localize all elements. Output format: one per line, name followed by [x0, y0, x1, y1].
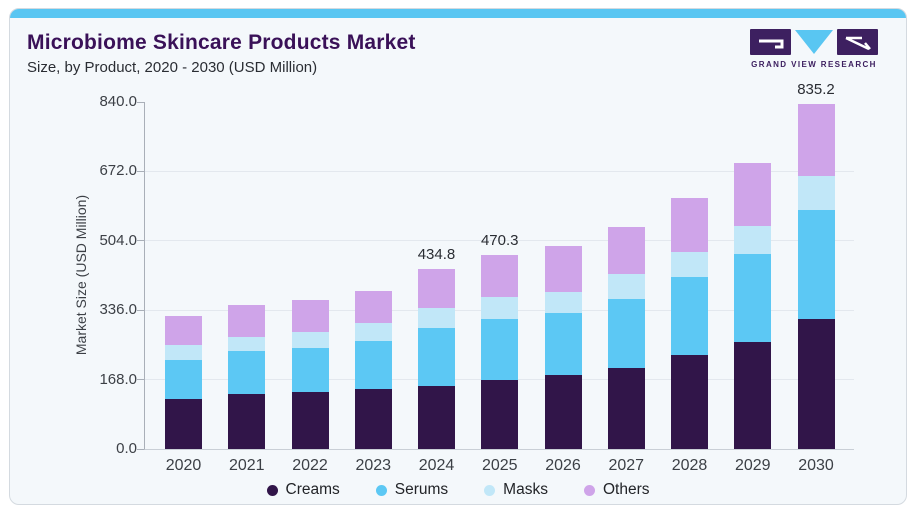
bar-segment-others-2028 [671, 198, 708, 253]
x-tick-label-2020: 2020 [165, 457, 202, 474]
legend-swatch-creams [266, 484, 278, 496]
bar-value-label-2030: 835.2 [797, 80, 835, 98]
gvr-logo: GRAND VIEW RESEARCH [748, 29, 880, 69]
x-tick-label-2021: 2021 [228, 457, 265, 474]
y-tick-label: 336.0 [99, 301, 137, 319]
y-tick-mark [137, 240, 144, 242]
legend-label-masks: Masks [503, 481, 548, 498]
bar-segment-others-2030 [797, 104, 835, 176]
bar-segment-others-2021 [228, 305, 266, 338]
gridline-672.0 [145, 170, 854, 172]
bar-segment-masks-2029 [734, 225, 772, 255]
logo-marks [748, 29, 880, 55]
bar-segment-masks-2021 [228, 337, 266, 352]
legend-item-masks: Masks [484, 481, 548, 499]
bar-segment-serums-2021 [228, 351, 266, 395]
bar-segment-creams-2028 [671, 354, 708, 449]
bar-segment-serums-2022 [291, 347, 329, 392]
bar-segment-masks-2027 [607, 273, 645, 299]
y-tick-label: 840.0 [99, 93, 137, 110]
bar-segment-serums-2020 [165, 360, 202, 400]
legend-label-serums: Serums [394, 481, 449, 498]
bar-segment-serums-2027 [607, 298, 645, 368]
bar-segment-others-2025 [481, 254, 519, 298]
bar-segment-masks-2022 [291, 332, 329, 348]
x-tick-label-2025: 2025 [481, 457, 518, 474]
y-tick-mark [137, 379, 144, 381]
y-tick-mark [137, 309, 144, 311]
y-axis-title: Market Size (USD Million) [73, 194, 89, 356]
page-subtitle: Size, by Product, 2020 - 2030 (USD Milli… [27, 59, 318, 76]
x-tick-label-2029: 2029 [734, 457, 771, 474]
header: Microbiome Skincare Products Market Size… [27, 31, 416, 76]
x-tick-label-2026: 2026 [545, 457, 581, 474]
legend-label-others: Others [602, 481, 650, 498]
bar-segment-masks-2028 [671, 252, 708, 277]
report-card: Microbiome Skincare Products Market Size… [9, 8, 907, 505]
bar-segment-serums-2024 [418, 327, 455, 386]
y-tick-mark [137, 170, 144, 172]
bar-segment-creams-2026 [544, 375, 582, 449]
x-tick-label-2030: 2030 [798, 457, 834, 474]
stacked-bar-chart: Market Size (USD Million) 0.0 168.0 336.0 5… [10, 9, 906, 504]
x-tick-label-2022: 2022 [292, 457, 328, 474]
bar-segment-creams-2027 [607, 367, 645, 449]
x-tick-label-2024: 2024 [418, 457, 455, 474]
logo-caption: GRAND VIEW RESEARCH [751, 60, 877, 69]
x-tick-label-2027: 2027 [608, 457, 645, 474]
bar-segment-creams-2020 [165, 399, 202, 449]
bar-segment-others-2027 [607, 226, 645, 274]
legend-label-creams: Creams [285, 481, 340, 498]
legend-item-others: Others [583, 481, 650, 499]
y-tick-label: 168.0 [99, 370, 137, 388]
y-tick-mark [137, 448, 144, 450]
bar-segment-others-2022 [291, 299, 329, 333]
bar-segment-masks-2023 [354, 323, 392, 341]
bar-segment-creams-2022 [291, 392, 329, 449]
bar-segment-creams-2029 [734, 342, 772, 449]
bar-segment-serums-2023 [354, 340, 392, 389]
y-tick-label: 0.0 [116, 440, 137, 457]
bar-segment-serums-2025 [481, 318, 519, 380]
bar-value-label-2024: 434.8 [417, 246, 456, 264]
bar-segment-creams-2021 [228, 394, 266, 449]
bar-segment-masks-2025 [481, 297, 519, 319]
y-tick-label: 672.0 [99, 162, 137, 180]
page-title: Microbiome Skincare Products Market [27, 31, 416, 54]
x-tick-label-2023: 2023 [355, 457, 392, 474]
legend-swatch-serums [375, 484, 387, 496]
top-accent-bar [10, 9, 906, 18]
bar-segment-masks-2020 [165, 345, 202, 361]
bar-segment-serums-2026 [544, 312, 582, 376]
logo-g-icon [750, 29, 791, 55]
bar-segment-creams-2023 [354, 388, 392, 449]
bar-segment-others-2023 [354, 290, 392, 324]
plot-area: 0.0 168.0 336.0 504.0 672.0 840.0 2020 2021 2022… [99, 81, 854, 474]
bar-segment-serums-2029 [734, 254, 772, 343]
bar-segment-others-2020 [165, 315, 202, 346]
bar-segment-creams-2025 [481, 379, 519, 449]
bar-segment-others-2026 [544, 246, 582, 292]
y-tick-label: 504.0 [99, 231, 137, 249]
bar-segment-masks-2024 [418, 307, 455, 328]
chart-legend: Creams Serums Masks Others [10, 481, 906, 499]
bar-segment-masks-2030 [797, 175, 835, 211]
gridline-504.0 [145, 240, 854, 242]
bar-segment-serums-2028 [671, 276, 708, 355]
y-tick-mark [137, 101, 144, 103]
logo-v-icon [795, 30, 833, 54]
legend-swatch-others [583, 484, 595, 496]
x-tick-label-2028: 2028 [671, 457, 708, 474]
bar-value-label-2025: 470.3 [480, 231, 519, 249]
bar-segment-serums-2030 [797, 210, 835, 320]
legend-swatch-masks [484, 484, 496, 496]
bar-segment-others-2029 [734, 162, 772, 226]
bar-segment-others-2024 [418, 269, 455, 308]
bar-segment-creams-2030 [797, 319, 835, 449]
legend-item-creams: Creams [266, 481, 340, 499]
legend-item-serums: Serums [375, 481, 449, 499]
bar-segment-masks-2026 [544, 291, 582, 313]
bar-segment-creams-2024 [418, 385, 455, 449]
logo-r-icon [837, 29, 878, 55]
